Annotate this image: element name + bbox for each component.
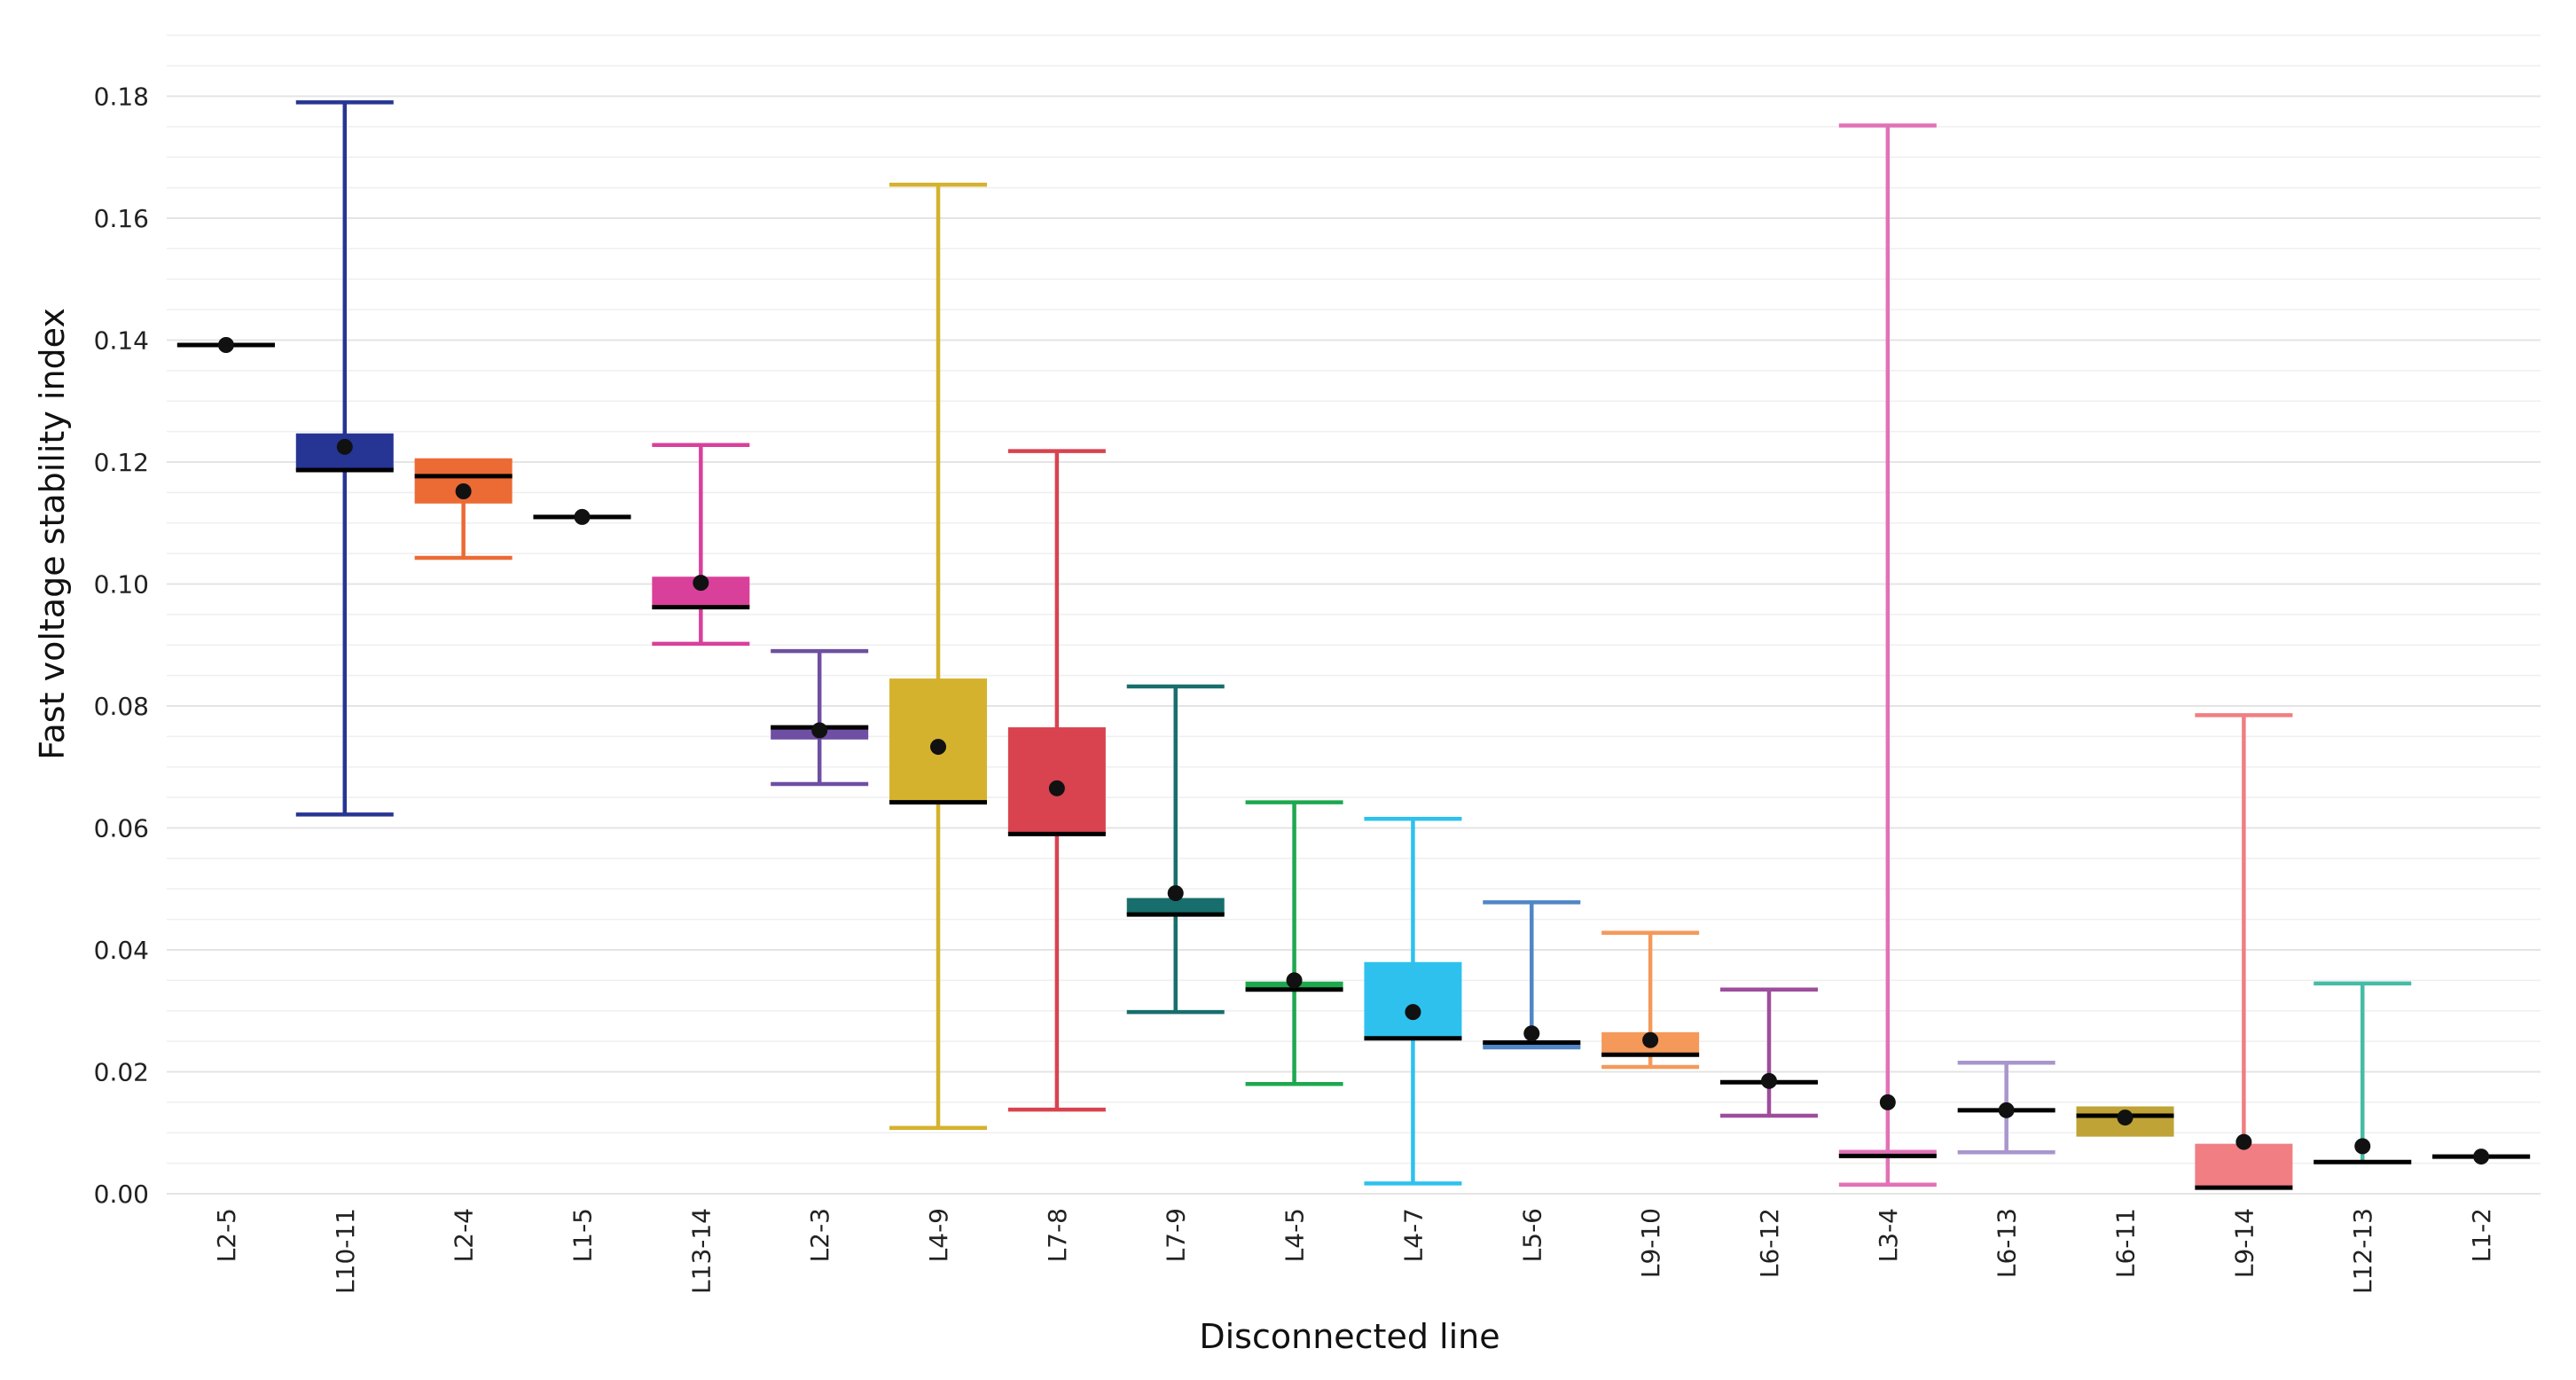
box-L3-4 (1838, 123, 1937, 1187)
y-tick-label: 0.14 (94, 326, 149, 356)
box-L5-6 (1483, 900, 1581, 1050)
x-tick-label: L10-11 (331, 1208, 360, 1294)
x-tick-label: L6-12 (1755, 1208, 1784, 1278)
mean-marker (1523, 1025, 1540, 1042)
x-tick-label: L6-11 (2111, 1208, 2141, 1278)
y-tick-label: 0.00 (94, 1180, 149, 1209)
mean-marker (336, 438, 353, 455)
box-L12-13 (2314, 981, 2412, 1164)
box-L2-3 (771, 648, 869, 787)
box-L1-2 (2432, 1149, 2531, 1165)
x-tick-label: L6-13 (1993, 1208, 2022, 1278)
mean-marker (930, 739, 947, 756)
mean-marker (1998, 1102, 2015, 1118)
mean-marker (693, 575, 709, 592)
iqr-box (1483, 1042, 1581, 1047)
box-L6-11 (2076, 1106, 2174, 1137)
x-tick-label: L4-7 (1398, 1208, 1428, 1262)
box-L9-14 (2195, 713, 2293, 1190)
x-tick-label: L13-14 (686, 1208, 716, 1294)
mean-marker (2473, 1149, 2490, 1165)
box-plot-series (176, 100, 2531, 1190)
y-tick-label: 0.16 (94, 204, 149, 233)
x-tick-label: L2-4 (450, 1208, 479, 1262)
box-L1-5 (533, 508, 631, 525)
x-tick-label: L1-5 (568, 1208, 597, 1262)
x-tick-label: L4-9 (924, 1208, 953, 1262)
box-L6-13 (1957, 1060, 2055, 1155)
x-axis-tick-labels: L2-5 L10-11 L2-4 L1-5 L13-14 L2-3 L4-9 L7-8 L7-9… (212, 1208, 2496, 1294)
box-L7-9 (1126, 684, 1225, 1015)
mean-marker (1879, 1094, 1896, 1110)
x-tick-label: L4-5 (1280, 1208, 1310, 1262)
box-L9-10 (1601, 930, 1700, 1070)
y-axis-tick-labels: 0.00 0.02 0.04 0.06 0.08 0.10 0.12 0.14 0.16 0.18 (94, 82, 149, 1210)
box-L2-5 (176, 337, 275, 353)
iqr-box (1126, 898, 1225, 915)
box-L2-4 (414, 458, 513, 561)
x-axis-title: Disconnected line (1199, 1317, 1499, 1356)
mean-marker (574, 508, 591, 525)
y-tick-label: 0.10 (94, 570, 149, 600)
x-tick-label: L7-9 (1162, 1208, 1191, 1262)
x-tick-label: L1-2 (2467, 1208, 2496, 1262)
iqr-box (2195, 1143, 2293, 1188)
y-tick-label: 0.04 (94, 936, 149, 965)
mean-marker (1167, 885, 1184, 902)
box-L13-14 (652, 443, 750, 647)
mean-marker (811, 722, 828, 739)
mean-marker (2117, 1109, 2134, 1126)
mean-marker (2354, 1138, 2371, 1155)
box-L7-8 (1007, 449, 1106, 1112)
mean-marker (1286, 972, 1303, 989)
box-L4-5 (1245, 800, 1343, 1086)
mean-marker (1048, 780, 1065, 796)
mean-marker (217, 337, 234, 353)
mean-marker (455, 483, 472, 499)
x-tick-label: L12-13 (2348, 1208, 2377, 1294)
x-tick-label: L2-5 (212, 1208, 241, 1262)
iqr-box (1838, 1149, 1937, 1157)
x-tick-label: L7-8 (1043, 1208, 1072, 1262)
y-tick-label: 0.08 (94, 692, 149, 721)
x-tick-label: L3-4 (1874, 1208, 1903, 1262)
y-tick-label: 0.18 (94, 82, 149, 112)
box-L10-11 (295, 100, 394, 817)
x-tick-label: L9-10 (1636, 1208, 1665, 1278)
y-tick-label: 0.12 (94, 448, 149, 477)
box-L6-12 (1719, 987, 1818, 1118)
mean-marker (1405, 1004, 1421, 1021)
y-tick-label: 0.06 (94, 814, 149, 843)
x-tick-label: L5-6 (1517, 1208, 1546, 1262)
y-axis-title: Fast voltage stability index (33, 308, 72, 760)
box-L4-9 (889, 182, 988, 1130)
x-tick-label: L2-3 (805, 1208, 834, 1262)
iqr-box (1364, 961, 1462, 1039)
box-L4-7 (1364, 816, 1462, 1186)
y-tick-label: 0.02 (94, 1058, 149, 1087)
mean-marker (2235, 1133, 2252, 1150)
grid-lines (167, 35, 2541, 1195)
mean-marker (1642, 1031, 1659, 1048)
x-tick-label: L9-14 (2229, 1208, 2259, 1278)
mean-marker (1760, 1072, 1777, 1089)
